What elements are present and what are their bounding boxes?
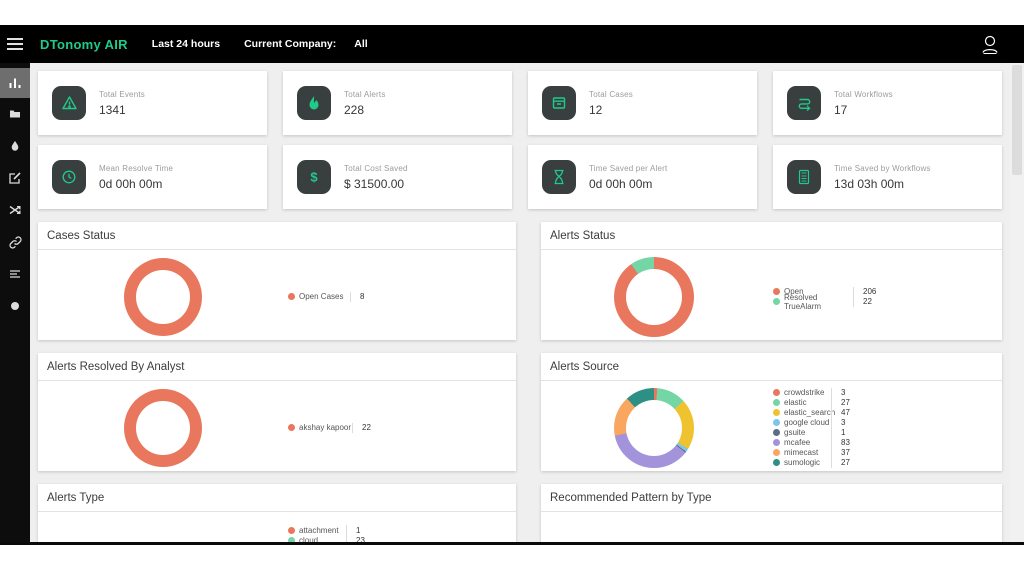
- legend-item[interactable]: google cloud: [773, 418, 831, 428]
- stat-card-mean-resolve-time: Mean Resolve Time 0d 00h 00m: [38, 145, 267, 209]
- stat-card-time-saved-per-alert: Time Saved per Alert 0d 00h 00m: [528, 145, 757, 209]
- edit-icon: [9, 172, 21, 184]
- stat-label: Total Alerts: [344, 89, 386, 99]
- chart-title: Alerts Source: [541, 353, 1002, 381]
- scrollbar-thumb[interactable]: [1012, 65, 1022, 175]
- legend-item[interactable]: attachment: [288, 525, 346, 535]
- dashboard-content: Total Events 1341 Total Alerts 228 Total C…: [30, 63, 1010, 542]
- person-icon: [982, 35, 998, 54]
- sidebar-item-compose[interactable]: [0, 162, 30, 194]
- alerts-status-card: Alerts Status Open Resolved TrueAlarm 20…: [541, 222, 1002, 340]
- recommended-pattern-card: Recommended Pattern by Type It is expect…: [541, 484, 1002, 542]
- stat-value: 0d 00h 00m: [99, 176, 163, 191]
- stat-label: Time Saved per Alert: [589, 163, 668, 173]
- cases-status-card: Cases Status Open Cases 8: [38, 222, 516, 340]
- stat-value: 0d 00h 00m: [589, 176, 653, 191]
- sidebar-item-alerts[interactable]: [0, 130, 30, 162]
- stat-label: Total Events: [99, 89, 145, 99]
- sidebar-item-dashboard[interactable]: [0, 68, 30, 98]
- flame-icon: [309, 96, 319, 110]
- alerts-type-donut[interactable]: [156, 542, 248, 545]
- company-selector[interactable]: Current Company: All: [244, 38, 368, 50]
- svg-text:$: $: [310, 170, 318, 185]
- legend-item[interactable]: mimecast: [773, 448, 831, 458]
- stat-card-total-events: Total Events 1341: [38, 71, 267, 135]
- app-window: DTonomy AIR Last 24 hours Current Compan…: [0, 25, 1024, 545]
- vertical-scrollbar[interactable]: [1010, 63, 1024, 542]
- cases-status-donut[interactable]: [124, 258, 202, 336]
- brand-title: DTonomy AIR: [40, 36, 128, 52]
- alerts-resolved-by-analyst-card: Alerts Resolved By Analyst akshay kapoor…: [38, 353, 516, 471]
- droplet-icon: [11, 141, 19, 151]
- company-value[interactable]: All: [354, 38, 368, 50]
- calculator-icon: [798, 169, 810, 185]
- stat-card-total-cost-saved: $ Total Cost Saved $ 31500.00: [283, 145, 512, 209]
- stat-value: 13d 03h 00m: [834, 176, 905, 191]
- dollar-icon: $: [310, 170, 318, 185]
- circle-icon: [11, 302, 19, 310]
- stat-cards-grid: Total Events 1341 Total Alerts 228 Total C…: [38, 71, 1002, 209]
- stat-card-total-workflows: Total Workflows 17: [773, 71, 1002, 135]
- stat-card-total-alerts: Total Alerts 228: [283, 71, 512, 135]
- stat-label: Total Cost Saved: [344, 163, 408, 173]
- alerts-status-donut[interactable]: [614, 257, 694, 337]
- top-navbar: DTonomy AIR Last 24 hours Current Compan…: [0, 25, 1024, 63]
- stat-label: Mean Resolve Time: [99, 163, 174, 173]
- time-range-selector[interactable]: Last 24 hours: [151, 38, 221, 50]
- user-account-button[interactable]: [980, 33, 1000, 55]
- legend-item[interactable]: sumologic: [773, 458, 831, 468]
- legend-item[interactable]: elastic_search: [773, 408, 835, 418]
- stat-card-time-saved-by-workflows: Time Saved by Workflows 13d 03h 00m: [773, 145, 1002, 209]
- alerts-source-card: Alerts Source crowdstrike elastic elasti…: [541, 353, 1002, 471]
- chart-title: Alerts Type: [38, 484, 516, 512]
- chart-title: Alerts Resolved By Analyst: [38, 353, 516, 381]
- alerts-type-card: Alerts Type attachment cloud email 1: [38, 484, 516, 545]
- hamburger-menu-button[interactable]: [0, 38, 30, 50]
- chart-title: Alerts Status: [541, 222, 1002, 250]
- list-icon: [10, 270, 20, 278]
- stat-label: Time Saved by Workflows: [834, 163, 931, 173]
- hamburger-icon: [7, 38, 23, 50]
- stat-value: 17: [834, 102, 848, 117]
- analyst-donut[interactable]: [124, 389, 202, 467]
- charts-grid: Cases Status Open Cases 8 Alerts: [38, 222, 1002, 545]
- sidebar-item-cases[interactable]: [0, 98, 30, 130]
- stat-value: 1341: [99, 102, 126, 117]
- sidebar-item-workflows[interactable]: [0, 194, 30, 226]
- clock-icon: [62, 170, 76, 184]
- sidebar-item-status[interactable]: [0, 290, 30, 322]
- stat-card-total-cases: Total Cases 12: [528, 71, 757, 135]
- stat-value: 12: [589, 102, 603, 117]
- legend-item[interactable]: mcafee: [773, 438, 831, 448]
- archive-icon: [552, 97, 566, 109]
- legend-item[interactable]: akshay kapoor: [288, 423, 352, 433]
- legend-item[interactable]: cloud: [288, 535, 346, 542]
- alerts-source-donut[interactable]: [614, 388, 694, 468]
- company-label: Current Company:: [244, 38, 337, 50]
- workflow-icon: [798, 98, 810, 111]
- legend-item[interactable]: elastic: [773, 398, 831, 408]
- bar-chart-icon: [9, 78, 21, 88]
- stat-value: $ 31500.00: [344, 176, 405, 191]
- legend-item[interactable]: Open: [773, 287, 853, 297]
- folder-icon: [10, 110, 20, 118]
- legend-item[interactable]: gsuite: [773, 428, 831, 438]
- stat-label: Total Cases: [589, 89, 633, 99]
- left-sidebar: [0, 63, 30, 542]
- sidebar-item-reports[interactable]: [0, 258, 30, 290]
- chart-title: Recommended Pattern by Type: [541, 484, 1002, 512]
- hourglass-icon: [554, 169, 564, 185]
- chart-title: Cases Status: [38, 222, 516, 250]
- legend-item[interactable]: Open Cases: [288, 292, 350, 302]
- warning-triangle-icon: [61, 96, 77, 110]
- stat-value: 228: [344, 102, 365, 117]
- shuffle-icon: [9, 205, 21, 215]
- link-icon: [8, 235, 22, 249]
- sidebar-item-integrations[interactable]: [0, 226, 30, 258]
- stat-label: Total Workflows: [834, 89, 893, 99]
- legend-item[interactable]: crowdstrike: [773, 388, 831, 398]
- legend-item[interactable]: Resolved TrueAlarm: [773, 293, 853, 311]
